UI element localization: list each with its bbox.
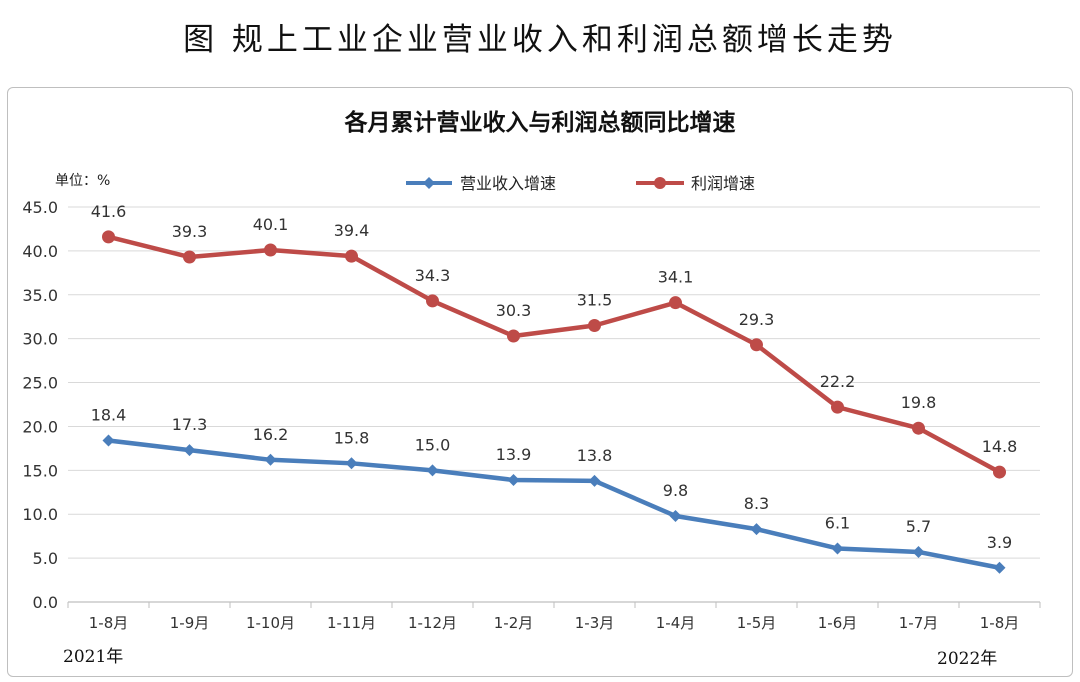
data-point-revenue [507,473,520,486]
data-label: 34.3 [415,266,451,285]
data-point-profit [669,296,682,310]
axes: 0.0 5.0 10.0 15.0 20.0 25.0 30.0 35.0 40.0 45.0 1-… [22,198,1041,632]
x-tick-label: 1-7月 [899,614,939,632]
data-label: 3.9 [987,533,1012,552]
data-point-profit [831,400,844,414]
data-point-revenue [102,434,115,447]
x-tick-label: 1-6月 [818,614,858,632]
data-label: 40.1 [253,215,289,234]
data-label: 15.8 [334,428,370,447]
data-point-profit [507,329,520,343]
legend-item-profit: 利润增速 [636,174,755,193]
legend-marker-revenue [423,177,435,189]
data-label: 6.1 [825,513,850,532]
y-tick-label: 40.0 [22,242,58,261]
data-point-revenue [993,561,1006,574]
legend-marker-profit [654,177,666,189]
data-label: 9.8 [663,481,688,500]
data-label: 13.8 [577,446,613,465]
data-point-profit [183,250,196,264]
data-point-revenue [426,464,439,477]
data-point-revenue [831,542,844,555]
data-label: 31.5 [577,291,613,310]
data-label: 30.3 [496,301,532,320]
x-tick-label: 1-11月 [327,614,376,632]
y-tick-label: 0.0 [33,593,58,612]
data-label: 22.2 [820,372,856,391]
data-label: 8.3 [744,494,769,513]
chart-title: 各月累计营业收入与利润总额同比增速 [344,109,736,136]
data-label: 13.9 [496,445,532,464]
legend-label-revenue: 营业收入增速 [460,174,556,193]
legend-label-profit: 利润增速 [691,174,755,193]
year-start-label: 2021年 [63,647,123,667]
data-labels: 18.4 17.3 16.2 15.8 15.0 13.9 13.8 9.8 8.3 6.1 5.7… [91,202,1018,552]
data-label: 39.3 [172,222,208,241]
data-point-revenue [345,457,358,470]
x-tick-label: 1-2月 [494,614,534,632]
year-end-label: 2022年 [937,649,997,669]
x-tick-label: 1-5月 [737,614,777,632]
legend: 营业收入增速 利润增速 [406,174,755,193]
data-label: 16.2 [253,425,289,444]
data-point-revenue [183,444,196,457]
y-tick-label: 30.0 [22,330,58,349]
series [102,230,1006,574]
data-label: 19.8 [901,393,937,412]
data-label: 29.3 [739,310,775,329]
data-point-revenue [750,523,763,536]
x-tick-label: 1-4月 [656,614,696,632]
y-tick-label: 5.0 [33,549,58,568]
data-point-profit [345,249,358,263]
unit-label: 单位：% [55,173,110,189]
x-tick-label: 1-8月 [89,614,129,632]
x-tick-label: 1-3月 [575,614,615,632]
series-line-revenue [108,438,1000,570]
data-label: 14.8 [982,437,1018,456]
y-tick-label: 10.0 [22,505,58,524]
y-tick-label: 25.0 [22,374,58,393]
data-label: 5.7 [906,517,931,536]
y-tick-label: 35.0 [22,286,58,305]
data-point-revenue [669,509,682,522]
y-tick-label: 15.0 [22,461,58,480]
page-title: 图 规上工业企业营业收入和利润总额增长走势 [183,22,897,58]
x-tick-label: 1-8月 [980,614,1020,632]
data-label: 15.0 [415,435,451,454]
data-point-profit [993,465,1006,479]
data-point-revenue [912,545,925,558]
data-label: 17.3 [172,415,208,434]
data-point-revenue [588,474,601,487]
data-point-profit [102,230,115,244]
y-tick-label: 20.0 [22,417,58,436]
data-point-profit [264,243,277,257]
x-tick-label: 1-10月 [246,614,295,632]
chart-frame [7,87,1073,677]
data-point-profit [426,294,439,308]
data-point-revenue [264,453,277,466]
data-point-profit [912,421,925,435]
x-tick-label: 1-9月 [170,614,210,632]
data-point-profit [588,319,601,332]
series-line-profit [107,234,1001,475]
legend-item-revenue: 营业收入增速 [406,174,556,193]
data-label: 41.6 [91,202,127,221]
grid-lines [68,206,1040,559]
data-point-profit [750,338,763,352]
data-label: 39.4 [334,221,370,240]
y-tick-label: 45.0 [22,198,58,217]
x-tick-label: 1-12月 [408,614,457,632]
data-label: 18.4 [91,405,127,424]
data-label: 34.1 [658,268,694,287]
